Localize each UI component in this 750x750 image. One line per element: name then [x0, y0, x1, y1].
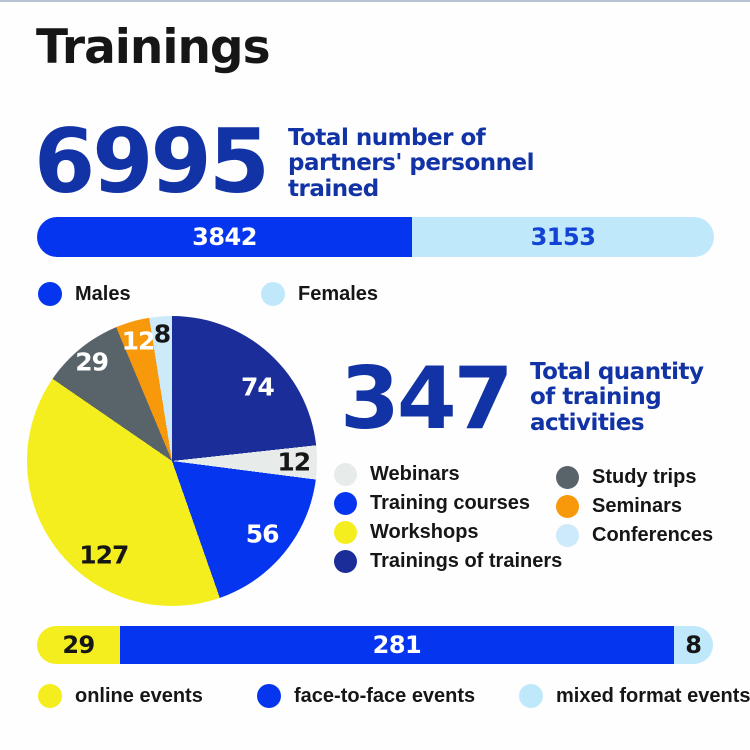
total-activities-number: 347 [340, 349, 514, 449]
activities-legend-column-2: Study trips Seminars Conferences [556, 465, 713, 547]
males-color-dot-icon [38, 282, 62, 306]
legend-label: Study trips [592, 465, 697, 488]
gender-legend: Males Females [38, 282, 698, 308]
legend-item-webinars: Webinars [334, 462, 562, 486]
legend-label: online events [75, 684, 203, 707]
caption-line: partners' personnel [288, 150, 535, 177]
legend-item-females: Females [261, 282, 378, 306]
legend-item-online-events: online events [38, 684, 203, 708]
bar-value-label-females: 3153 [530, 223, 596, 251]
bar-segment-females: 3153 [412, 217, 714, 257]
bar-segment-face-to-face-events: 281 [120, 626, 674, 664]
legend-item-seminars: Seminars [556, 494, 713, 518]
workshops-color-dot-icon [334, 520, 357, 544]
study-trips-color-dot-icon [556, 465, 579, 489]
pie-value-label-workshops: 127 [79, 540, 129, 570]
bar-value-label-face-to-face-events: 281 [372, 631, 422, 659]
caption-line: Total number of [288, 125, 486, 151]
top-border-line [0, 0, 750, 2]
legend-item-study-trips: Study trips [556, 465, 713, 489]
legend-label: Seminars [592, 494, 683, 517]
legend-label: Training courses [370, 491, 531, 514]
format-legend: online events face-to-face events mixed fo… [38, 684, 750, 710]
trainings-of-trainers-color-dot-icon [334, 549, 357, 573]
pie-value-label-training-courses: 56 [245, 519, 280, 549]
face-to-face-events-color-dot-icon [257, 684, 281, 708]
legend-item-workshops: Workshops [334, 520, 562, 544]
legend-label: Trainings of trainers [370, 549, 563, 572]
total-activities-caption: Total quantity of training activities [530, 359, 704, 436]
legend-item-trainings-of-trainers: Trainings of trainers [334, 549, 562, 573]
pie-value-label-trainings-of-trainers: 74 [240, 372, 275, 402]
legend-label: face-to-face events [294, 684, 476, 707]
caption-line: Total quantity [530, 359, 704, 385]
online-events-color-dot-icon [38, 684, 62, 708]
webinars-color-dot-icon [334, 462, 357, 486]
bar-segment-males: 3842 [37, 217, 413, 257]
pie-value-label-seminars: 12 [121, 326, 156, 356]
legend-label: Workshops [370, 520, 479, 543]
bar-value-label-males: 3842 [192, 223, 257, 251]
legend-label: Conferences [592, 523, 714, 546]
total-personnel-number: 6995 [34, 110, 270, 213]
total-personnel-caption: Total number of partners' personnel trai… [288, 125, 535, 202]
bar-value-label-mixed-format-events: 8 [685, 631, 702, 659]
legend-item-conferences: Conferences [556, 523, 713, 547]
page-title: Trainings [36, 20, 271, 75]
legend-item-mixed-format-events: mixed format events [519, 684, 750, 708]
bar-value-label-online-events: 29 [62, 631, 95, 659]
pie-value-label-study-trips: 29 [75, 347, 109, 377]
mixed-format-events-color-dot-icon [519, 684, 543, 708]
training-courses-color-dot-icon [334, 491, 357, 515]
conferences-color-dot-icon [556, 523, 579, 547]
bar-segment-online-events: 29 [37, 626, 121, 664]
pie-value-label-conferences: 8 [153, 319, 171, 349]
caption-line: trained [288, 175, 379, 202]
legend-label: mixed format events [556, 684, 750, 707]
females-color-dot-icon [261, 282, 285, 306]
activities-pie-chart: 74 12 56 127 29 12 8 [27, 316, 317, 606]
bar-segment-mixed-format-events: 8 [673, 626, 713, 664]
legend-item-males: Males [38, 282, 131, 306]
caption-line: of training [530, 384, 662, 411]
legend-item-face-to-face-events: face-to-face events [257, 684, 475, 708]
legend-label: Females [298, 282, 379, 305]
pie-value-label-webinars: 12 [277, 447, 311, 477]
format-bar-chart: 29 281 8 [37, 626, 713, 664]
seminars-color-dot-icon [556, 494, 579, 518]
activities-legend-column-1: Webinars Training courses Workshops Trainin… [334, 462, 562, 573]
caption-line: activities [530, 409, 645, 436]
legend-label: Males [75, 282, 131, 305]
gender-bar-chart: 3842 3153 [37, 217, 714, 257]
legend-label: Webinars [370, 462, 460, 485]
legend-item-training-courses: Training courses [334, 491, 562, 515]
